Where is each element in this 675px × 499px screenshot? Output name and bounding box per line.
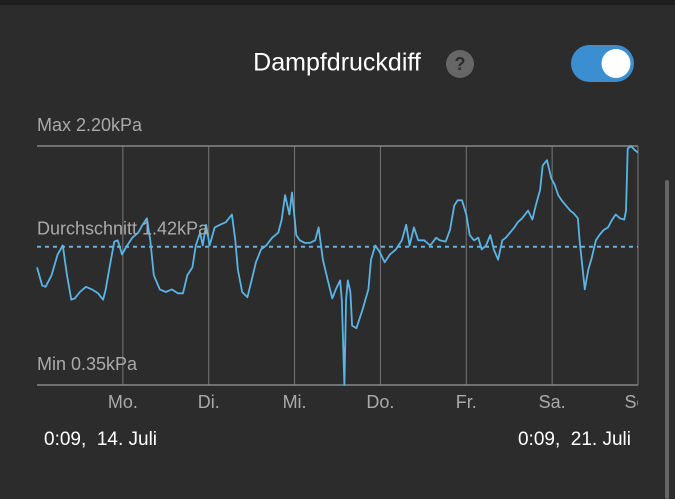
help-icon: ? <box>455 54 466 74</box>
x-tick-label: Do. <box>366 392 394 412</box>
y-tick-label: Max 2.20kPa <box>37 115 143 135</box>
x-tick-label: Di. <box>198 392 220 412</box>
scrollbar <box>665 180 669 499</box>
x-tick-label: Mo. <box>108 392 138 412</box>
top-bar <box>0 0 675 5</box>
x-tick-label: So. <box>624 392 651 412</box>
average-label: Durchschnitt 1.42kPa <box>37 219 209 239</box>
help-button[interactable] <box>446 50 474 78</box>
end-date: 0:09, 21. Juli <box>518 429 631 450</box>
start-date: 0:09, 14. Juli <box>44 429 157 450</box>
toggle-knob <box>601 49 631 78</box>
chart-title: Dampfdruckdiff <box>253 49 421 77</box>
line-series <box>36 145 639 386</box>
x-tick-label: Sa. <box>539 392 566 412</box>
y-tick-label: Min 0.35kPa <box>37 354 138 374</box>
x-tick-label: Fr. <box>456 392 477 412</box>
x-tick-label: Mi. <box>283 392 307 412</box>
